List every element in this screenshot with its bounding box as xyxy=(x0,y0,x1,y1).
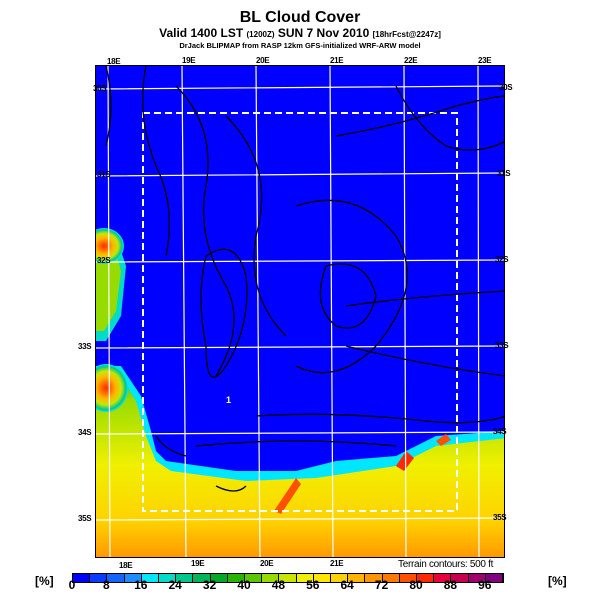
source-line: DrJack BLIPMAP from RASP 12km GFS-initia… xyxy=(179,41,421,50)
colorbar-swatch xyxy=(382,574,400,582)
colorbar-swatch xyxy=(348,574,366,582)
colorbar-swatch xyxy=(159,574,177,582)
valid-time: Valid 1400 LST (1200Z) SUN 7 Nov 2010 [1… xyxy=(0,26,600,40)
colorbar-swatch xyxy=(434,574,452,582)
colorbar-tick-label: 72 xyxy=(374,578,389,592)
colorbar-swatch xyxy=(262,574,280,582)
colorbar-tick-label: 88 xyxy=(443,578,458,592)
lat-label-right: 33S xyxy=(495,341,509,350)
lon-label-bottom: 18E xyxy=(119,561,133,570)
forecast-info: [18hrFcst@2247z] xyxy=(372,30,441,39)
colorbar-tick-label: 96 xyxy=(478,578,492,592)
lon-label-top: 20E xyxy=(256,56,270,65)
colorbar-unit-left: [%] xyxy=(35,574,54,588)
colorbar-swatch xyxy=(331,574,349,582)
colorbar-swatch xyxy=(193,574,211,582)
lon-label-top: 23E xyxy=(478,56,492,65)
point-label: 1 xyxy=(226,395,231,405)
terrain-contours xyxy=(105,66,504,492)
colorbar-swatch xyxy=(296,574,314,582)
utc-time: (1200Z) xyxy=(246,30,275,39)
cloud-streak-2 xyxy=(396,451,414,471)
colorbar-swatch xyxy=(468,574,486,582)
colorbar-tick-label: 32 xyxy=(202,578,217,592)
lon-label-top: 19E xyxy=(182,56,196,65)
colorbar-tick-label: 24 xyxy=(168,578,182,592)
valid-date: SUN 7 Nov 2010 xyxy=(277,26,370,40)
cloud-blob-2 xyxy=(96,364,128,412)
cloud-blob-1 xyxy=(96,228,124,264)
colorbar-tick-label: 56 xyxy=(306,578,320,592)
lat-label-left: 32S xyxy=(97,256,111,265)
valid-label: Valid 1400 LST xyxy=(159,26,244,40)
colorbar-swatch xyxy=(90,574,108,582)
colorbar-swatch xyxy=(485,574,504,582)
lon-label-top: 18E xyxy=(107,57,121,66)
colorbar-swatch xyxy=(279,574,297,582)
colorbar-swatch xyxy=(73,574,91,582)
colorbar-swatch xyxy=(124,574,142,582)
lon-label-top: 21E xyxy=(330,56,344,65)
lon-label-top: 22E xyxy=(404,56,418,65)
colorbar-tick-label: 40 xyxy=(237,578,251,592)
lat-label-right: 31S xyxy=(497,169,511,178)
colorbar-swatch xyxy=(399,574,418,582)
lat-label-right: 32S xyxy=(495,255,509,264)
lat-label-right: 34S xyxy=(493,427,507,436)
colorbar-swatch xyxy=(210,574,228,582)
colorbar-swatch xyxy=(227,574,246,582)
map-field: 1 xyxy=(96,66,504,557)
colorbar-tick-label: 64 xyxy=(340,578,354,592)
colorbar-tick-label: 80 xyxy=(409,578,423,592)
colorbar-tick-label: 16 xyxy=(134,578,148,592)
cloud-cover-map: 1 xyxy=(95,65,505,558)
colorbar-tick-label: 48 xyxy=(271,578,286,592)
domain-boundary xyxy=(142,112,458,512)
colorbar-swatch xyxy=(107,574,125,582)
lat-label-left: 30S xyxy=(93,84,107,93)
cloud-streak-3 xyxy=(436,434,451,446)
colorbar-swatch xyxy=(417,574,435,582)
colorbar-swatch xyxy=(245,574,263,582)
colorbar-swatch xyxy=(141,574,160,582)
cloud-streak-1 xyxy=(274,478,301,514)
lon-label-bottom: 20E xyxy=(260,559,274,568)
lat-label-right: 35S xyxy=(493,513,507,522)
lat-label-right: 30S xyxy=(499,83,513,92)
colorbar-unit-right: [%] xyxy=(548,574,567,588)
lat-label-left: 34S xyxy=(78,428,92,437)
graticule xyxy=(96,66,504,557)
colorbar xyxy=(72,573,504,583)
terrain-contour-note: Terrain contours: 500 ft xyxy=(398,559,494,570)
lon-label-bottom: 19E xyxy=(191,559,205,568)
colorbar-tick-label: 8 xyxy=(103,578,110,592)
lat-label-left: 35S xyxy=(78,514,92,523)
colorbar-tick-label: 0 xyxy=(68,578,76,592)
lat-label-left: 31S xyxy=(97,170,111,179)
lat-label-left: 33S xyxy=(78,342,92,351)
colorbar-swatch xyxy=(451,574,469,582)
colorbar-swatch xyxy=(365,574,383,582)
lon-label-bottom: 21E xyxy=(330,559,344,568)
colorbar-swatch xyxy=(313,574,332,582)
map-title: BL Cloud Cover xyxy=(239,9,361,26)
colorbar-swatch xyxy=(176,574,194,582)
